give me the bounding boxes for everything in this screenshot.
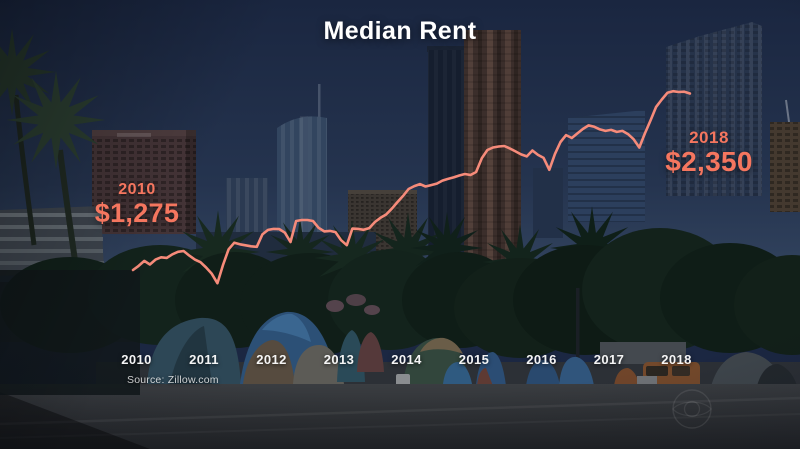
source-credit: Source: Zillow.com	[127, 374, 219, 386]
axis-label-2018: 2018	[661, 352, 692, 367]
annotation-2010-value: $1,275	[94, 197, 180, 228]
rent-line	[131, 89, 692, 285]
annotation-2010: 2010 $1,275	[77, 181, 197, 228]
network-eye-watermark	[672, 389, 712, 429]
axis-label-2010: 2010	[121, 352, 152, 367]
van	[643, 362, 700, 390]
axis-label-2013: 2013	[323, 352, 355, 367]
axis-label-2012: 2012	[256, 352, 287, 367]
brick-building	[92, 130, 196, 234]
axis-label-2017: 2017	[593, 352, 625, 367]
axis-label-2016: 2016	[526, 352, 557, 367]
right-tall-tower	[666, 22, 762, 196]
background-tower	[533, 168, 563, 238]
bucket	[396, 374, 410, 386]
page-title: Median Rent	[323, 17, 477, 45]
annotation-2010-year: 2010	[118, 181, 156, 198]
axis-label-2015: 2015	[458, 352, 490, 367]
street	[0, 270, 800, 449]
blue-glass-tower	[568, 110, 645, 222]
annotation-2018: 2018 $2,350	[649, 128, 769, 177]
tents-encampment	[96, 288, 800, 390]
far-right-building	[770, 99, 800, 212]
axis-label-2011: 2011	[189, 352, 219, 367]
utility-pole	[576, 288, 580, 374]
annotation-2018-value: $2,350	[665, 145, 753, 177]
annotation-2018-year: 2018	[689, 128, 729, 147]
axis-label-2014: 2014	[391, 352, 422, 367]
